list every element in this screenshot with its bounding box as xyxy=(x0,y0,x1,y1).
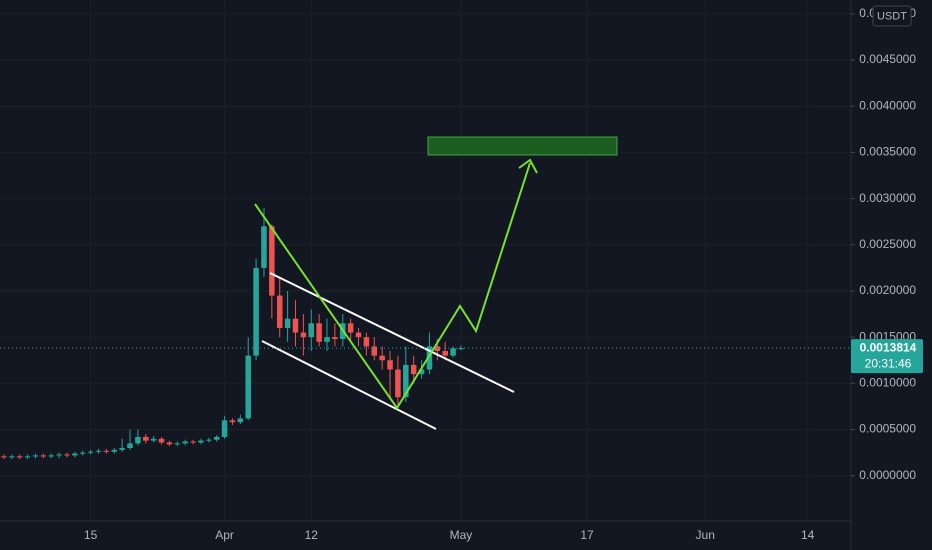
candle-body xyxy=(190,441,196,443)
candle-body xyxy=(111,449,118,452)
last-price-badge xyxy=(851,339,923,374)
candle-body xyxy=(206,439,212,441)
candle-body xyxy=(308,323,315,338)
drawings xyxy=(254,136,618,430)
currency-badge[interactable] xyxy=(872,5,912,27)
candle-body xyxy=(32,455,39,457)
candle-body xyxy=(56,454,62,456)
channel-lower xyxy=(261,340,437,430)
candle-body xyxy=(245,355,251,419)
candle-body xyxy=(450,348,456,356)
candle-body xyxy=(1,456,7,458)
candle-body xyxy=(347,323,354,333)
x-tick-label: 14 xyxy=(801,528,815,542)
candle-body xyxy=(221,420,228,437)
target-zone xyxy=(427,136,618,156)
candle-body xyxy=(292,318,299,333)
candle-body xyxy=(300,332,307,338)
candle-body xyxy=(355,332,362,338)
candle-body xyxy=(434,346,441,352)
candle-body xyxy=(371,346,378,356)
y-tick-label: 0.0000000 xyxy=(859,468,916,482)
candles xyxy=(1,207,464,460)
x-tick-label: May xyxy=(450,528,473,542)
y-tick-label: 0.0045000 xyxy=(859,52,916,66)
candle-body xyxy=(40,455,47,457)
candle-body xyxy=(442,351,448,356)
candle-body xyxy=(87,451,94,453)
candle-body xyxy=(403,364,409,398)
candle-body xyxy=(158,438,165,443)
candle-body xyxy=(103,450,110,452)
candle-body xyxy=(276,295,283,328)
candle-body xyxy=(379,355,385,361)
candle-body xyxy=(72,453,78,456)
candle-body xyxy=(182,441,188,444)
candle-body xyxy=(332,337,338,340)
candle-body xyxy=(237,418,244,423)
currency-label: USDT xyxy=(877,10,907,22)
candle-body xyxy=(387,360,393,370)
last-price-label: 0.0013814 xyxy=(860,340,917,354)
grid xyxy=(0,0,851,521)
countdown-label: 20:31:46 xyxy=(865,356,912,370)
candle-body xyxy=(127,443,133,449)
y-tick-label: 0.0020000 xyxy=(859,283,916,297)
candle-body xyxy=(48,455,54,457)
candle-body xyxy=(395,369,401,398)
candle-body xyxy=(174,443,181,445)
candle-body xyxy=(95,450,102,452)
channel-upper xyxy=(269,272,515,393)
candle-body xyxy=(213,436,220,440)
y-tick-label: 0.0005000 xyxy=(859,422,916,436)
x-tick-label: 12 xyxy=(305,528,319,542)
x-tick-label: Jun xyxy=(696,528,715,542)
candle-body xyxy=(143,436,149,441)
y-tick-label: 0.0040000 xyxy=(859,98,916,112)
candle-body xyxy=(150,438,157,441)
candle-body xyxy=(229,420,236,423)
candle-body xyxy=(24,456,31,458)
candle-body xyxy=(363,337,370,347)
y-tick-label: 0.0010000 xyxy=(859,376,916,390)
candle-body xyxy=(253,267,259,356)
candle-body xyxy=(9,456,15,458)
candle-body xyxy=(261,226,267,268)
candle-body xyxy=(324,337,330,342)
y-tick-label: 0.0025000 xyxy=(859,237,916,251)
candle-body xyxy=(418,369,425,375)
candle-body xyxy=(426,346,433,370)
candle-body xyxy=(269,226,275,296)
candle-body xyxy=(16,456,23,458)
candle-body xyxy=(410,364,417,375)
candle-body xyxy=(119,448,125,450)
y-tick-label: 0.0030000 xyxy=(859,191,916,205)
x-tick-label: 17 xyxy=(580,528,594,542)
candle-body xyxy=(135,436,141,444)
candle-body xyxy=(198,440,204,443)
candle-body xyxy=(79,452,86,454)
axes: 0.00000000.00050000.00100000.00150000.00… xyxy=(0,6,923,542)
projection-path xyxy=(254,162,531,410)
candle-body xyxy=(284,318,291,328)
x-tick-label: Apr xyxy=(215,528,234,542)
candle-body xyxy=(316,323,322,342)
candle-body xyxy=(166,442,173,445)
candle-body xyxy=(64,454,70,456)
x-tick-label: 15 xyxy=(84,528,98,542)
projection-arrow xyxy=(518,158,538,174)
y-tick-label: 0.0035000 xyxy=(859,145,916,159)
